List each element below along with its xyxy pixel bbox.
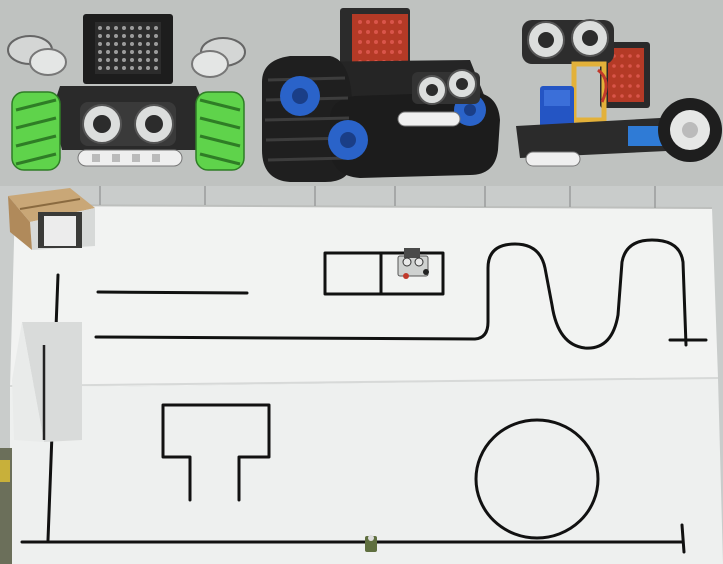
track-lines: [20, 238, 708, 554]
cardboard-tunnel: [8, 188, 95, 250]
small-robot-on-track: [397, 248, 429, 279]
led-grid: [98, 26, 158, 70]
white-tunnel-ramp: [0, 322, 82, 564]
tiny-robot-bottom: [365, 535, 377, 552]
two-wheel-robot-with-servo: [516, 19, 722, 167]
tank-track-robot: [262, 8, 500, 182]
track-mat: [9, 186, 723, 564]
mecanum-wheel-robot: [7, 14, 246, 171]
